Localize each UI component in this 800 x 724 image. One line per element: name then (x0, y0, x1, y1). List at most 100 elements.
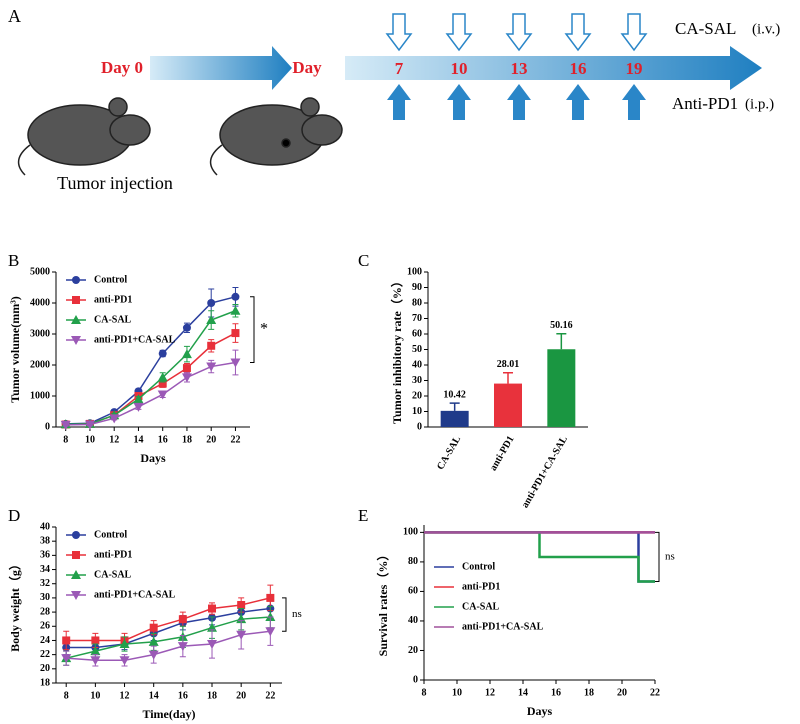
series-line (66, 630, 271, 662)
x-tick-label: 12 (120, 690, 130, 701)
legend-marker (72, 296, 80, 304)
y-tick-label: 10 (412, 406, 422, 417)
x-axis-label: Days (140, 451, 166, 465)
x-tick-label: 10 (90, 690, 100, 701)
x-tick-label: 20 (206, 434, 216, 445)
legend-marker (72, 551, 80, 559)
x-tick-label: 14 (518, 687, 528, 698)
series-line (65, 361, 236, 426)
open-arrow (385, 13, 413, 52)
y-tick-label: 40 (408, 615, 418, 626)
legend-marker (71, 336, 81, 345)
y-tick-label: 90 (412, 282, 422, 293)
marker (178, 615, 187, 624)
x-tick-label: 8 (63, 434, 68, 445)
y-tick-label: 28 (40, 606, 50, 617)
y-tick-label: 0 (413, 674, 418, 685)
error-bar (503, 371, 513, 384)
bar (547, 349, 576, 427)
y-tick-label: 60 (412, 328, 422, 339)
marker (60, 420, 71, 430)
legend-marker (71, 591, 81, 600)
arrow (150, 46, 292, 90)
legend-marker (71, 315, 81, 324)
marker (230, 358, 241, 368)
y-axis-label: Body weight（g） (7, 558, 22, 652)
annotation: ns (292, 608, 302, 620)
x-axis-label: Days (527, 704, 553, 718)
route: (i.p.) (745, 96, 774, 112)
day-number: 19 (626, 59, 643, 78)
mouse (17, 97, 151, 176)
y-axis-label: Tumor volume(mm³) (8, 296, 22, 403)
y-tick-label: 5000 (30, 266, 50, 277)
legend-label: Control (94, 274, 127, 285)
filled-arrow (447, 84, 471, 120)
bracket (250, 296, 255, 364)
open-arrow (505, 13, 533, 52)
y-tick-label: 100 (407, 266, 422, 277)
marker (133, 402, 144, 412)
marker (181, 349, 192, 359)
marker (61, 654, 72, 664)
day-number: 7 (395, 59, 404, 78)
survival-line (424, 531, 655, 583)
y-tick-label: 20 (408, 645, 418, 656)
y-tick-label: 80 (412, 297, 422, 308)
marker (236, 630, 247, 640)
legend-label: anti-PD1+CA-SAL (462, 621, 544, 632)
legend-label: CA-SAL (94, 569, 132, 580)
agent: CA-SAL (675, 19, 736, 38)
filled-arrow (387, 84, 411, 120)
marker (231, 329, 240, 338)
marker (148, 636, 159, 646)
filled-arrow (622, 84, 646, 120)
marker (206, 315, 217, 325)
y-tick-label: 70 (412, 313, 422, 324)
marker (231, 292, 240, 301)
legend-label: anti-PD1+CA-SAL (94, 334, 176, 345)
marker (91, 636, 100, 645)
x-tick-label: 16 (178, 690, 188, 701)
legend-label: CA-SAL (462, 601, 500, 612)
legend-label: CA-SAL (94, 314, 132, 325)
x-tick-label: 12 (485, 687, 495, 698)
series-line (66, 616, 271, 659)
legend-label: anti-PD1 (94, 549, 132, 560)
y-tick-label: 38 (40, 535, 50, 546)
x-tick-label: 10 (85, 434, 95, 445)
series-line (65, 310, 236, 425)
y-tick-label: 50 (412, 344, 422, 355)
open-arrow (564, 13, 592, 52)
y-tick-label: 20 (412, 390, 422, 401)
legend-label: anti-PD1 (94, 294, 132, 305)
y-tick-label: 30 (40, 592, 50, 603)
y-tick-label: 36 (40, 550, 50, 561)
x-tick-label: 10 (452, 687, 462, 698)
marker (265, 627, 276, 637)
series-line (66, 597, 271, 642)
panel-label: B (8, 251, 19, 270)
y-tick-label: 40 (412, 359, 422, 370)
y-tick-label: 40 (40, 521, 50, 532)
day-number: 16 (570, 59, 587, 78)
y-axis-label: Survival rates（%） (375, 549, 390, 657)
marker (177, 642, 188, 652)
y-tick-label: 0 (45, 421, 50, 432)
x-axis-label: Time(day) (142, 707, 195, 721)
bracket (282, 597, 287, 632)
x-tick-label: anti-PD1+CA-SAL (520, 434, 570, 510)
x-tick-label: 14 (149, 690, 159, 701)
error-bar (449, 402, 460, 411)
y-tick-label: 32 (40, 578, 50, 589)
y-tick-label: 4000 (30, 297, 50, 308)
marker (182, 364, 191, 373)
y-tick-label: 30 (412, 375, 422, 386)
y-tick-label: 26 (40, 621, 50, 632)
y-tick-label: 2000 (30, 359, 50, 370)
marker (208, 604, 217, 613)
day-number: 13 (511, 59, 528, 78)
annotation: ns (665, 550, 675, 562)
y-tick-label: 18 (40, 677, 50, 688)
x-tick-label: 14 (133, 434, 143, 445)
